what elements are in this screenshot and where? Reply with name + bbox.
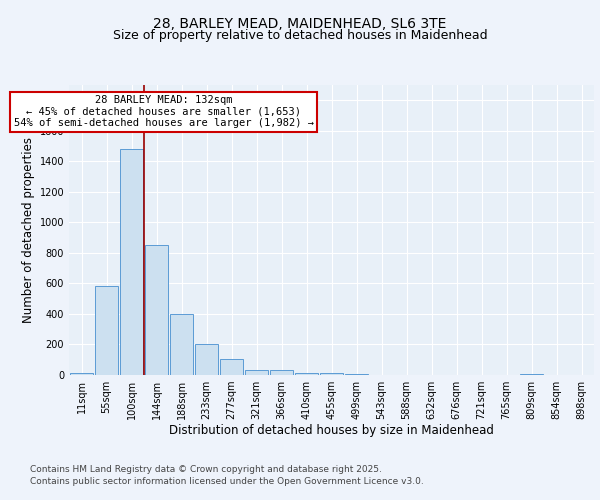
Bar (344, 374, 368, 375)
Bar (245, 370, 268, 375)
Bar (119, 149, 143, 375)
Bar (95, 286, 118, 375)
Y-axis label: Number of detached properties: Number of detached properties (22, 137, 35, 323)
Bar (320, 374, 343, 375)
Bar (295, 372, 319, 375)
Bar (170, 314, 193, 375)
Bar (220, 359, 244, 375)
Text: Contains HM Land Registry data © Crown copyright and database right 2025.: Contains HM Land Registry data © Crown c… (30, 465, 382, 474)
Text: Contains public sector information licensed under the Open Government Licence v3: Contains public sector information licen… (30, 477, 424, 486)
Bar (269, 370, 293, 375)
Bar (70, 374, 94, 375)
Text: 28, BARLEY MEAD, MAIDENHEAD, SL6 3TE: 28, BARLEY MEAD, MAIDENHEAD, SL6 3TE (154, 18, 446, 32)
Bar (520, 374, 544, 375)
Bar (145, 246, 169, 375)
Bar (194, 344, 218, 375)
X-axis label: Distribution of detached houses by size in Maidenhead: Distribution of detached houses by size … (169, 424, 494, 436)
Text: 28 BARLEY MEAD: 132sqm
← 45% of detached houses are smaller (1,653)
54% of semi-: 28 BARLEY MEAD: 132sqm ← 45% of detached… (14, 95, 314, 128)
Text: Size of property relative to detached houses in Maidenhead: Size of property relative to detached ho… (113, 29, 487, 42)
